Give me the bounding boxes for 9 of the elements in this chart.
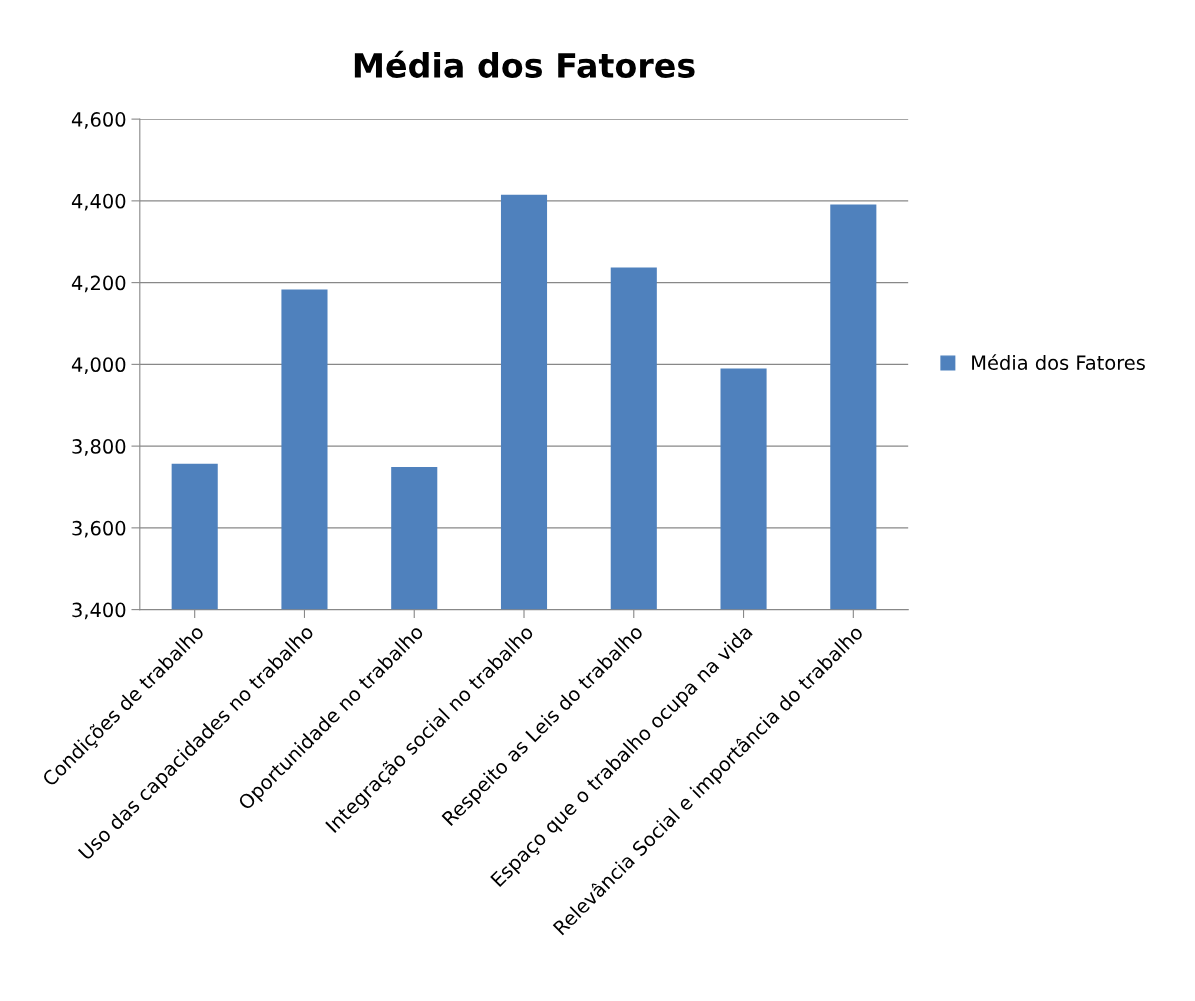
y-tick-label: 3,400 <box>72 602 126 620</box>
y-tick-label: 3,600 <box>72 520 126 538</box>
y-tick-label: 4,400 <box>71 193 126 211</box>
y-tick-label: 4,200 <box>71 275 126 293</box>
y-tick-label: 4,600 <box>71 112 126 129</box>
chart-title: Média dos Fatores <box>354 50 695 78</box>
y-tick-label: 3,800 <box>72 439 126 456</box>
y-tick-label: 4,000 <box>71 357 126 375</box>
legend-label: Média dos Fatores <box>972 354 1145 371</box>
